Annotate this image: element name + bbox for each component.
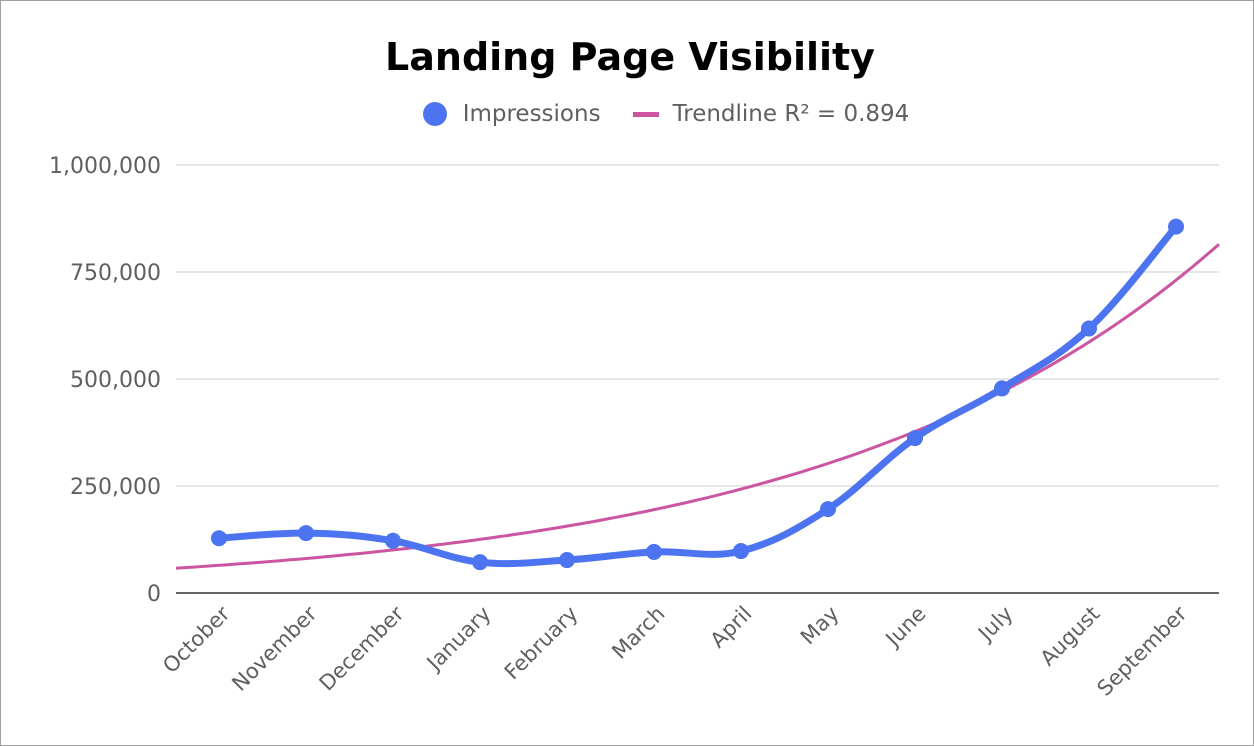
legend-label-trendline: Trendline R² = 0.894	[672, 101, 910, 127]
x-tick-label: August	[1036, 602, 1105, 671]
data-point-january	[472, 554, 488, 571]
x-tick-label: February	[500, 602, 583, 685]
legend-item-trendline: Trendline R² = 0.894	[632, 101, 910, 127]
data-point-december	[385, 532, 401, 549]
data-point-august	[1081, 320, 1097, 337]
x-tick-label: November	[227, 601, 321, 695]
x-tick-label: March	[607, 602, 669, 664]
data-point-february	[559, 552, 575, 569]
legend-marker-impressions	[422, 102, 447, 126]
legend-item-impressions: Impressions	[422, 101, 601, 127]
trendline	[175, 243, 1220, 570]
y-tick-label: 500,000	[70, 368, 161, 393]
y-tick-label: 0	[147, 582, 161, 607]
data-point-september	[1168, 218, 1184, 235]
x-tick-label: January	[421, 602, 496, 677]
series-line-impressions	[215, 223, 1180, 568]
x-tick-label: May	[796, 602, 844, 650]
x-tick-label: December	[315, 601, 409, 695]
chart-title: Landing Page Visibility	[385, 35, 875, 79]
legend-label-impressions: Impressions	[462, 101, 601, 127]
x-tick-label: June	[880, 602, 931, 653]
y-tick-label: 250,000	[70, 475, 161, 500]
data-point-july	[994, 380, 1010, 397]
y-tick-label: 750,000	[70, 261, 161, 286]
x-tick-label: April	[706, 602, 757, 653]
chart-legend: Impressions Trendline R² = 0.894	[1, 101, 1254, 127]
data-point-november	[298, 525, 314, 542]
legend-marker-trendline	[632, 111, 659, 117]
y-tick-label: 1,000,000	[49, 154, 161, 179]
x-tick-label: July	[972, 602, 1017, 647]
data-point-october	[211, 530, 227, 547]
x-tick-label: September	[1092, 601, 1191, 700]
x-tick-label: October	[158, 601, 235, 678]
data-point-march	[646, 543, 662, 560]
data-point-june	[907, 430, 923, 447]
data-point-april	[733, 543, 749, 560]
data-point-may	[820, 501, 836, 518]
